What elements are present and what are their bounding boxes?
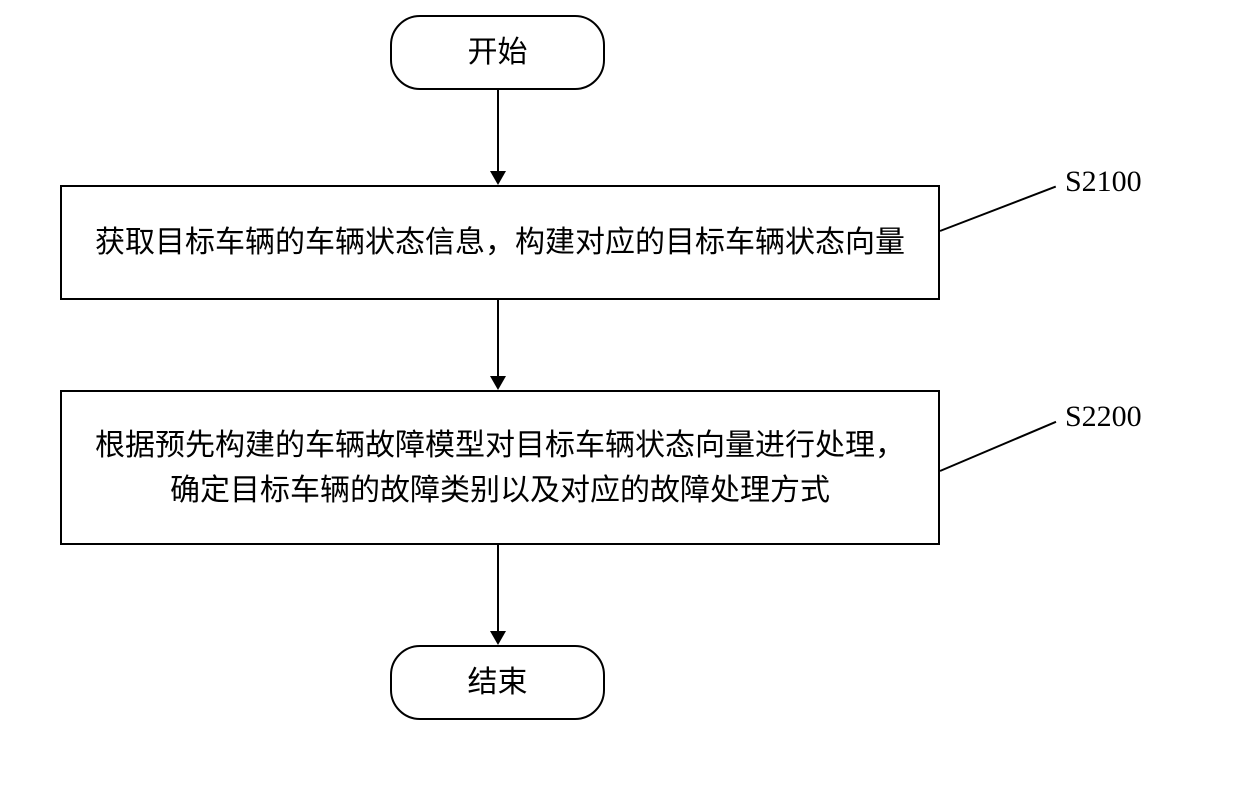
step2-node-label: 根据预先构建的车辆故障模型对目标车辆状态向量进行处理，确定目标车辆的故障类别以及…	[82, 423, 918, 513]
arrow-3	[490, 631, 506, 645]
end-node: 结束	[390, 645, 605, 720]
connector-1	[497, 90, 499, 172]
arrow-2	[490, 376, 506, 390]
step1-node-label: 获取目标车辆的车辆状态信息，构建对应的目标车辆状态向量	[95, 220, 905, 265]
connector-2	[497, 300, 499, 377]
step1-label-connector	[940, 186, 1056, 232]
end-node-label: 结束	[468, 660, 528, 705]
step1-label: S2100	[1065, 165, 1142, 199]
connector-3	[497, 545, 499, 632]
arrow-1	[490, 171, 506, 185]
step2-label-connector	[940, 421, 1057, 472]
step1-node: 获取目标车辆的车辆状态信息，构建对应的目标车辆状态向量	[60, 185, 940, 300]
step2-label: S2200	[1065, 400, 1142, 434]
start-node: 开始	[390, 15, 605, 90]
step1-label-text: S2100	[1065, 165, 1142, 198]
flowchart-container: 开始 获取目标车辆的车辆状态信息，构建对应的目标车辆状态向量 S2100 根据预…	[0, 0, 1240, 789]
step2-node: 根据预先构建的车辆故障模型对目标车辆状态向量进行处理，确定目标车辆的故障类别以及…	[60, 390, 940, 545]
start-node-label: 开始	[468, 30, 528, 75]
step2-label-text: S2200	[1065, 400, 1142, 433]
